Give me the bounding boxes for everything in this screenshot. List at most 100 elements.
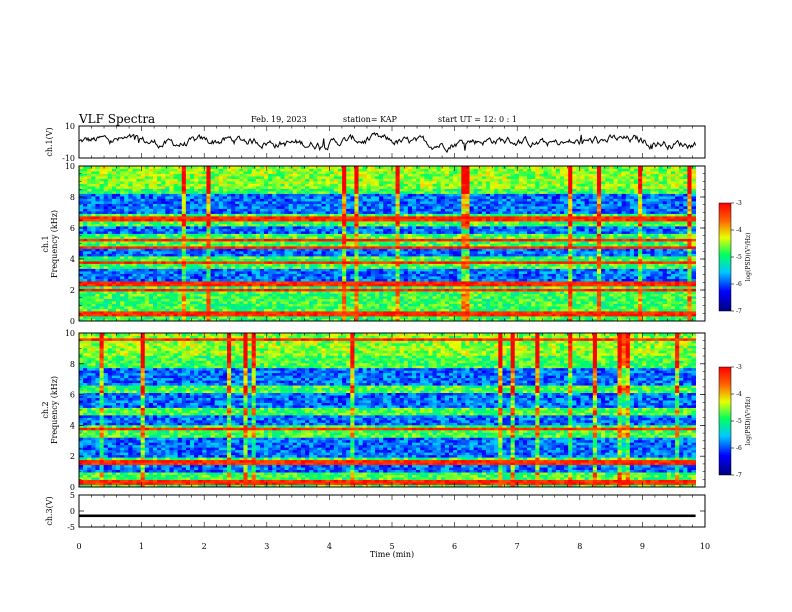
spectrogram-cell [457, 298, 462, 302]
spectrogram-cell [136, 263, 142, 267]
spectrogram-cell [296, 238, 302, 242]
spectrogram-cell [128, 306, 133, 309]
spectrogram-cell [596, 286, 602, 289]
spectrogram-cell [111, 316, 117, 319]
spectrogram-cell [173, 241, 179, 244]
spectrogram-cell [584, 271, 590, 274]
spectrogram-cell [342, 318, 347, 321]
spectrogram-cell [683, 288, 688, 292]
spectrogram-cell [309, 241, 314, 244]
spectrogram-cell [198, 286, 203, 289]
spectrogram-cell [514, 298, 520, 302]
spectrogram-cell [436, 271, 442, 274]
spectrogram-cell [329, 286, 335, 289]
spectrogram-cell [596, 308, 602, 312]
spectrogram-cell [95, 278, 100, 282]
spectrogram-cell [666, 246, 672, 249]
spectrogram-cell [379, 251, 384, 254]
spectrogram-cell [481, 268, 487, 272]
spectrogram-cell [379, 306, 384, 309]
spectrogram-cell [91, 293, 96, 297]
spectrogram-cell [506, 251, 512, 254]
spectrogram-cell [91, 268, 96, 272]
spectrogram-cell [148, 296, 154, 299]
spectrogram-cell [358, 261, 364, 264]
spectrogram-cell [391, 263, 396, 267]
spectrogram-cell [646, 253, 651, 257]
spectrogram-cell [568, 271, 573, 274]
spectrogram-cell [95, 273, 100, 277]
spectrogram-cell [679, 263, 684, 267]
spectrogram-cell [185, 306, 191, 309]
spectrogram-cell [465, 258, 470, 262]
spectrogram-cell [625, 268, 631, 272]
spectrogram-cell [296, 253, 302, 257]
spectrogram-cell [440, 246, 446, 249]
spectrogram-cell [276, 268, 281, 272]
spectrogram-cell [613, 281, 618, 284]
spectrogram-cell [144, 241, 150, 244]
spectrogram-cell [148, 308, 154, 312]
spectrogram-cell [95, 281, 100, 284]
spectrogram-cell [206, 251, 211, 254]
spectrogram-cell [543, 251, 549, 254]
spectrogram-cell [346, 273, 351, 277]
spectrogram-cell [473, 293, 479, 297]
spectrogram-cell [502, 276, 507, 279]
spectrogram-cell [592, 293, 598, 297]
spectrogram-cell [407, 243, 413, 247]
spectrogram-cell [214, 293, 220, 297]
spectrogram-cell [272, 251, 277, 254]
spectrogram-cell [613, 318, 618, 321]
spectrogram-cell [387, 276, 392, 279]
spectrogram-cell [670, 261, 676, 264]
spectrogram-cell [161, 263, 166, 267]
spectrogram-cell [247, 266, 253, 269]
spectrogram-cell [111, 238, 117, 242]
spectrogram-cell [654, 311, 660, 314]
spectrogram-cell [605, 261, 610, 264]
spectrogram-cell [498, 298, 503, 302]
spectrogram-cell [621, 248, 627, 252]
spectrogram-cell [580, 243, 586, 247]
spectrogram-cell [395, 256, 401, 259]
spectrogram-cell [79, 306, 84, 309]
spectrogram-cell [424, 241, 429, 244]
spectrogram-cell [654, 268, 660, 272]
spectrogram-cell [161, 268, 166, 272]
spectrogram-cell [218, 301, 224, 304]
spectrogram-cell [679, 316, 684, 319]
spectrogram-cell [210, 256, 216, 259]
spectrogram-cell [165, 278, 170, 282]
spectrogram-cell [527, 301, 532, 304]
spectrogram-cell [436, 251, 442, 254]
spectrogram-cell [448, 286, 454, 289]
spectrogram-cell [485, 241, 491, 244]
spectrogram-cell [251, 293, 257, 297]
spectrogram-cell [194, 278, 199, 282]
spectrogram-cell [251, 306, 257, 309]
spectrogram-cell [268, 303, 273, 307]
spectrogram-cell [453, 288, 458, 292]
spectrogram-cell [276, 261, 281, 264]
spectrogram-cell [444, 303, 450, 307]
spectrogram-cell [588, 268, 594, 272]
spectrogram-cell [144, 261, 150, 264]
spectrogram-cell [666, 256, 672, 259]
spectrogram-cell [107, 271, 113, 274]
spectrogram-cell [333, 278, 339, 282]
spectrogram-cell [448, 316, 454, 319]
spectrogram-cell [679, 256, 684, 259]
spectrogram-cell [116, 283, 121, 287]
spectrogram-cell [128, 253, 133, 257]
spectrogram-cell [625, 286, 631, 289]
spectrogram-cell [666, 288, 672, 292]
spectrogram-cell [383, 281, 388, 284]
spectrogram-cell [629, 296, 635, 299]
spectrogram-cell [403, 318, 409, 321]
spectrogram-cell [214, 286, 220, 289]
spectrogram-cell [403, 311, 409, 314]
spectrogram-cell [280, 243, 285, 247]
spectrogram-cell [362, 256, 368, 259]
spectrogram-cell [374, 306, 380, 309]
